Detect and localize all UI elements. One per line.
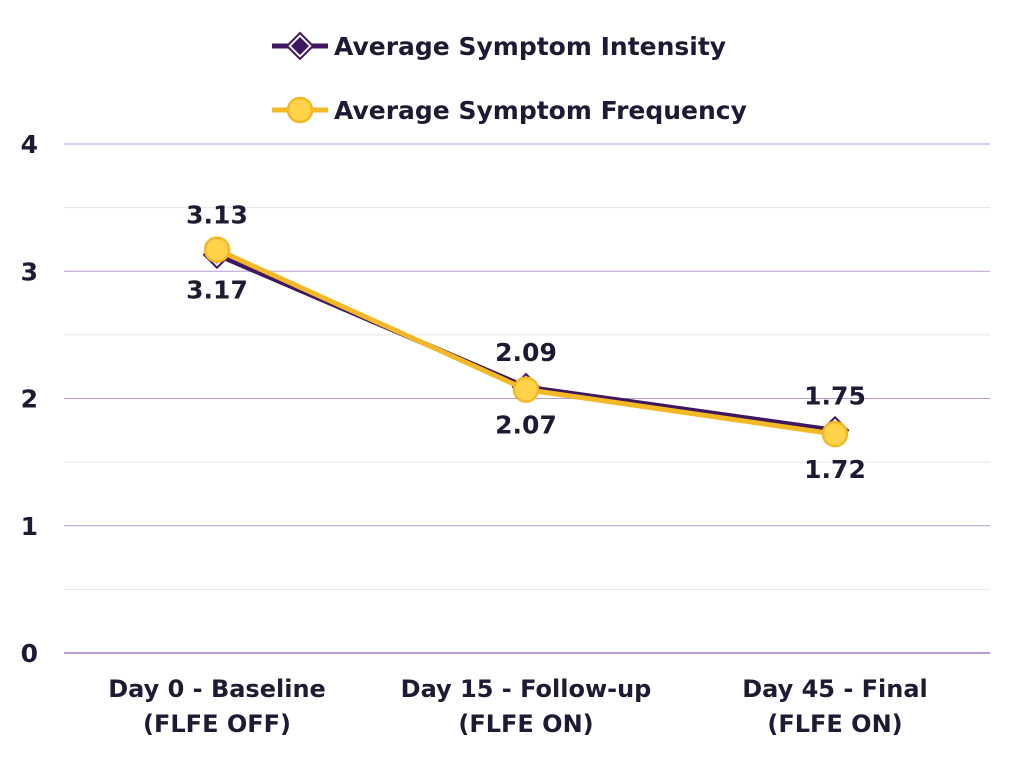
- x-category-label: Day 0 - Baseline: [108, 675, 326, 703]
- legend-label: Average Symptom Frequency: [334, 96, 747, 125]
- legend-circle-marker: [286, 96, 314, 124]
- x-category-label: Day 45 - Final: [742, 675, 928, 703]
- circle-marker: [821, 420, 849, 448]
- circle-marker: [512, 376, 540, 403]
- y-axis-ticks: 0 1 2 3 4: [21, 130, 38, 668]
- data-label: 1.75: [804, 381, 866, 410]
- legend-item: Average Symptom Frequency: [272, 96, 747, 125]
- series-1: 3.13 2.09 1.75: [186, 201, 866, 445]
- data-label: 2.07: [495, 411, 557, 440]
- data-label: 3.17: [186, 276, 248, 305]
- series-layer: 3.13 2.09 1.75 3.17 2.07 1.72: [186, 201, 866, 485]
- data-label: 1.72: [804, 455, 866, 484]
- data-label: 3.13: [186, 201, 248, 230]
- legend-item: Average Symptom Intensity: [272, 31, 726, 61]
- legend-label: Average Symptom Intensity: [334, 32, 726, 61]
- series-2: 3.17 2.07 1.72: [186, 236, 866, 484]
- y-tick-label: 1: [21, 512, 38, 541]
- legend: Average Symptom Intensity Average Symptom…: [272, 31, 747, 125]
- x-category-label: Day 15 - Follow-up: [401, 675, 652, 703]
- y-tick-label: 3: [21, 257, 38, 286]
- y-tick-label: 4: [21, 130, 38, 159]
- x-category-label: (FLFE ON): [767, 710, 902, 738]
- legend-diamond-marker-core: [291, 37, 309, 55]
- y-tick-label: 2: [21, 385, 38, 414]
- data-label: 2.09: [495, 338, 557, 367]
- x-category-label: (FLFE ON): [458, 710, 593, 738]
- y-tick-label: 0: [21, 639, 38, 668]
- circle-marker: [203, 236, 231, 263]
- x-axis-categories: Day 0 - Baseline (FLFE OFF) Day 15 - Follo…: [108, 675, 928, 738]
- x-category-label: (FLFE OFF): [143, 710, 291, 738]
